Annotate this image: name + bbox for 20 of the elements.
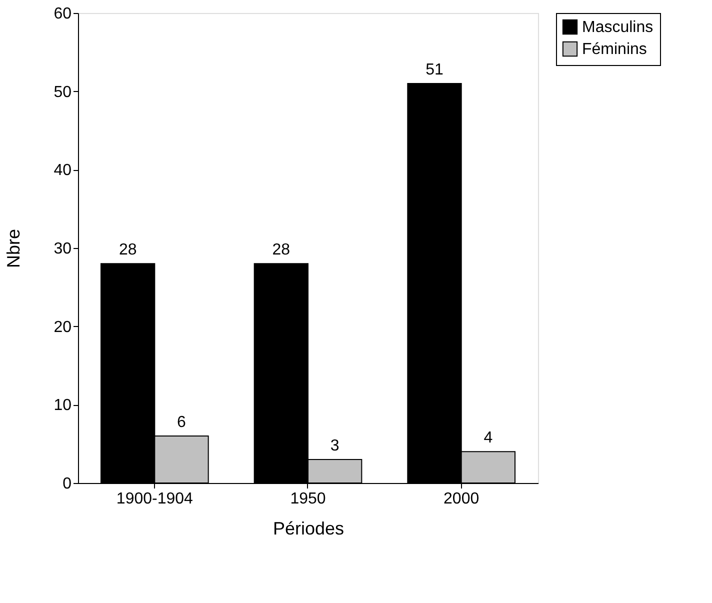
- y-axis-title: Nbre: [4, 228, 24, 268]
- y-tick-label: 50: [54, 84, 72, 101]
- legend-label: Masculins: [582, 19, 654, 36]
- data-label: 4: [484, 430, 493, 447]
- data-label: 28: [118, 242, 137, 259]
- legend-label: Féminins: [582, 41, 647, 58]
- x-axis-title: Périodes: [272, 518, 344, 538]
- y-tick-label: 20: [54, 318, 72, 336]
- x-tick-label: 1900-1904: [116, 490, 194, 508]
- x-tick-label: 2000: [444, 490, 480, 508]
- y-tick-label: 30: [54, 240, 72, 258]
- y-tick-label: 60: [54, 6, 72, 22]
- y-tick-label: 10: [54, 397, 72, 414]
- data-label: 28: [272, 242, 290, 259]
- y-tick-label: 40: [54, 162, 72, 180]
- x-tick-label: 1950: [290, 490, 326, 508]
- data-label: 6: [177, 414, 186, 431]
- data-label: 3: [330, 438, 340, 454]
- y-tick-label: 0: [62, 476, 72, 492]
- data-label: 51: [426, 62, 444, 78]
